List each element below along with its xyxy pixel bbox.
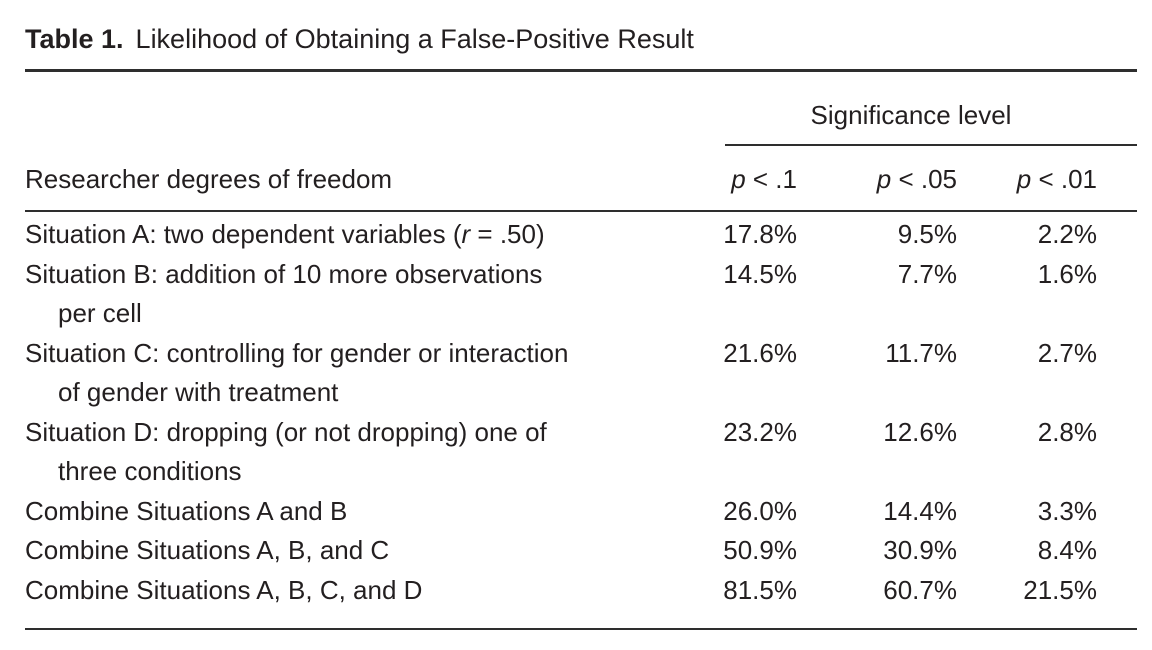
value-cell: 9.5% [897, 219, 957, 249]
column-header-p01: p < .01 [1016, 164, 1097, 194]
value-cell: 2.7% [1037, 337, 1097, 368]
value-cell: 81.5% [723, 574, 797, 605]
value-cell: 21.5% [1023, 574, 1097, 605]
row-label-combine-ab: Combine Situations A and B [25, 495, 348, 526]
row-label-combine-abcd: Combine Situations A, B, C, and D [25, 574, 423, 605]
column-header-p1: p < .1 [731, 164, 797, 194]
value-cell: 7.7% [897, 258, 957, 289]
value-cell: 50.9% [723, 535, 797, 565]
value-cell: 14.5% [723, 258, 797, 289]
value-cell: 8.4% [1037, 535, 1097, 565]
table-number: Table 1. [25, 24, 124, 54]
value-cell: 2.8% [1037, 416, 1097, 447]
header-rule [25, 210, 1137, 212]
value-cell: 30.9% [883, 535, 957, 565]
p-symbol: p [731, 164, 746, 194]
value-cell: 23.2% [723, 416, 797, 447]
value-cell: 12.6% [883, 416, 957, 447]
column-header-row-label: Researcher degrees of freedom [25, 164, 393, 194]
p-symbol: p [876, 164, 892, 194]
bottom-rule [25, 628, 1137, 630]
row-label-combine-abc: Combine Situations A, B, and C [25, 535, 390, 565]
table-title: Table 1. Likelihood of Obtaining a False-… [25, 22, 1137, 56]
row-label-situation-d: Situation D: dropping (or not dropping) … [25, 416, 547, 487]
value-cell: 21.6% [723, 337, 797, 368]
value-cell: 1.6% [1037, 258, 1097, 289]
column-header-p05: p < .05 [876, 164, 957, 194]
row-label-situation-b: Situation B: addition of 10 more observa… [25, 258, 543, 329]
top-rule [25, 69, 1137, 72]
value-cell: 26.0% [723, 495, 797, 526]
value-cell: 17.8% [723, 219, 797, 249]
value-cell: 2.2% [1037, 219, 1097, 249]
value-cell: 3.3% [1037, 495, 1097, 526]
paper-table-page: Table 1. Likelihood of Obtaining a False-… [25, 22, 1137, 630]
data-table: Significance level Researcher degrees of… [25, 72, 1137, 630]
row-label-situation-a: Situation A: two dependent variables (r … [25, 219, 545, 249]
value-cell: 11.7% [885, 337, 957, 368]
row-label-situation-c: Situation C: controlling for gender or i… [25, 337, 569, 408]
value-cell: 14.4% [883, 495, 957, 526]
spanner-header-significance-level: Significance level [725, 72, 1137, 146]
p-symbol: p [1016, 164, 1032, 194]
value-cell: 60.7% [883, 574, 957, 605]
table-caption: Likelihood of Obtaining a False-Positive… [135, 24, 694, 54]
r-symbol: r [461, 219, 471, 249]
